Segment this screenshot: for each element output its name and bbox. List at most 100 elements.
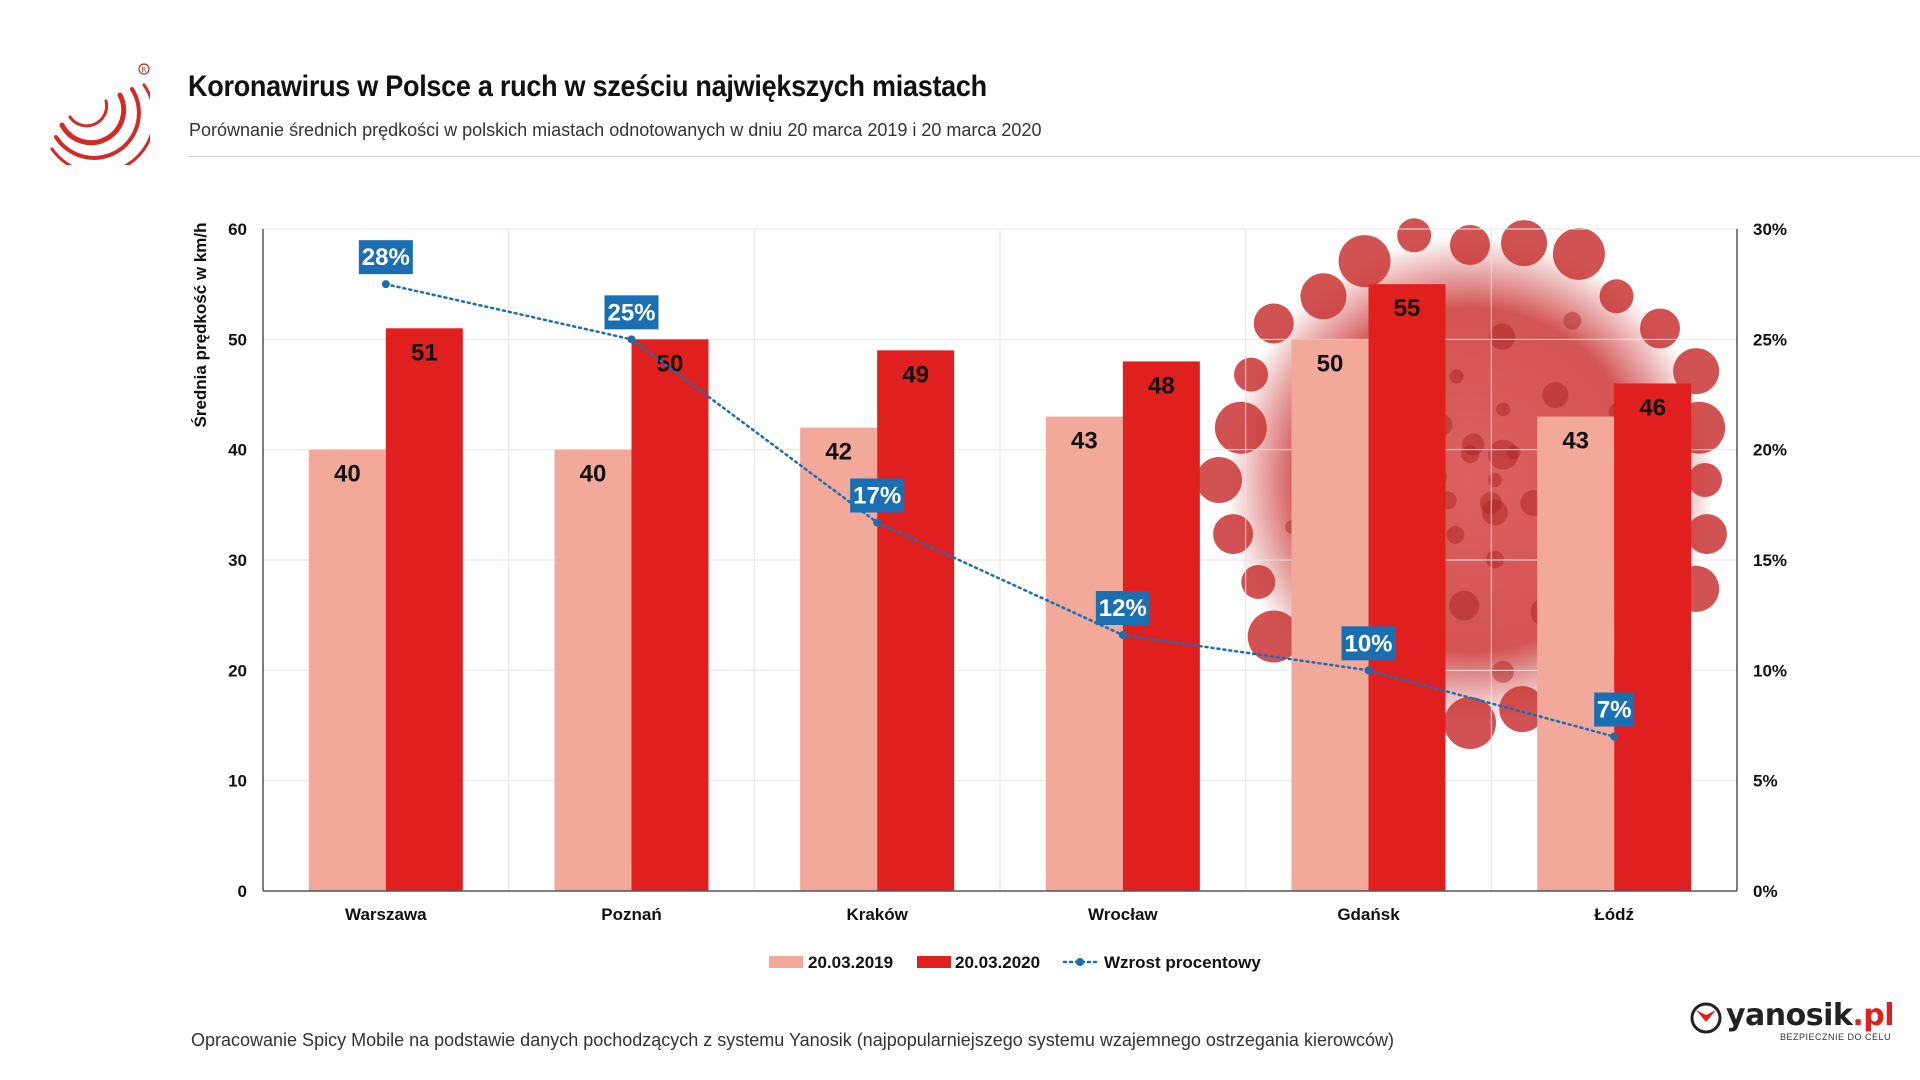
y-tick-label: 0 xyxy=(238,882,247,901)
line-label-box xyxy=(1594,692,1635,727)
virus-spike xyxy=(1444,697,1496,749)
virus-texture xyxy=(1449,590,1480,621)
data-label-2020: 50 xyxy=(657,350,684,377)
data-label-2020: 55 xyxy=(1394,295,1421,322)
virus-texture xyxy=(1449,369,1464,384)
line-point xyxy=(873,518,882,527)
x-tick-label: Kraków xyxy=(846,905,908,924)
virus-spike xyxy=(1338,235,1391,288)
chart: 40 51 40 50 42 49 43 48 50 55 43 46 28% 25% 17% 12% 10%… xyxy=(191,218,1787,972)
y-tick-label: 50 xyxy=(228,330,247,349)
bar-2020-poznań xyxy=(631,339,709,891)
line-label-box xyxy=(604,295,659,330)
data-label-2020: 49 xyxy=(902,361,929,388)
virus-spike xyxy=(1241,564,1276,599)
virus-texture xyxy=(1485,550,1504,569)
legend-label-line: Wzrost procentowy xyxy=(1104,953,1261,972)
virus-texture xyxy=(1488,439,1519,470)
x-tick-label: Gdańsk xyxy=(1337,905,1400,924)
virus-texture xyxy=(1446,525,1465,544)
virus-spike xyxy=(1688,463,1722,497)
virus-texture xyxy=(1506,445,1521,460)
virus-texture xyxy=(1491,660,1514,683)
virus-spike xyxy=(1397,218,1432,253)
bar-2019-warszawa xyxy=(308,449,386,891)
line-label: 28% xyxy=(362,244,410,271)
bar-2019-wrocław xyxy=(1045,416,1123,891)
virus-spike xyxy=(1213,514,1254,555)
line-point xyxy=(1118,631,1127,640)
data-label-2019: 50 xyxy=(1317,350,1344,377)
x-tick-label: Poznań xyxy=(601,905,661,924)
svg-text:R: R xyxy=(142,66,147,74)
data-label-2020: 48 xyxy=(1148,372,1175,399)
virus-texture xyxy=(1563,311,1582,330)
virus-spike xyxy=(1673,348,1720,395)
y-tick-label: 10 xyxy=(228,772,247,791)
virus-texture xyxy=(1542,382,1569,409)
spicy-mobile-logo-icon: R xyxy=(50,63,150,165)
line-label: 17% xyxy=(853,482,901,509)
data-label-2019: 43 xyxy=(1562,428,1589,455)
y2-tick-label: 30% xyxy=(1753,220,1787,239)
virus-spike xyxy=(1499,686,1546,733)
virus-spike xyxy=(1639,308,1680,349)
y2-tick-label: 0% xyxy=(1753,882,1778,901)
virus-spike xyxy=(1214,401,1267,454)
line-label: 7% xyxy=(1597,697,1632,724)
line-label-box xyxy=(1095,591,1150,626)
line-point xyxy=(627,335,636,344)
legend-label-2020: 20.03.2020 xyxy=(955,953,1040,972)
source-note: Opracowanie Spicy Mobile na podstawie da… xyxy=(191,1030,1394,1050)
virus-texture xyxy=(1488,473,1502,487)
virus-spike xyxy=(1253,303,1294,344)
bar-2020-kraków xyxy=(877,350,955,891)
y2-tick-label: 15% xyxy=(1753,551,1787,570)
bar-2020-warszawa xyxy=(385,328,463,891)
y2-tick-label: 5% xyxy=(1753,772,1778,791)
page-title: Koronawirus w Polsce a ruch w sześciu na… xyxy=(188,70,987,103)
legend-swatch-2020 xyxy=(917,956,951,968)
data-label-2020: 46 xyxy=(1639,394,1666,421)
header-divider xyxy=(188,156,1920,157)
bar-2020-łódź xyxy=(1614,383,1692,891)
line-label: 10% xyxy=(1344,630,1392,657)
virus-spike xyxy=(1450,225,1490,265)
line-label-box xyxy=(850,478,905,513)
virus-spike xyxy=(1599,279,1634,314)
y-tick-label: 40 xyxy=(228,441,247,460)
y2-tick-label: 10% xyxy=(1753,661,1787,680)
data-label-2020: 51 xyxy=(411,339,438,366)
virus-texture xyxy=(1481,499,1508,526)
bar-2019-gdańsk xyxy=(1291,339,1369,891)
x-tick-label: Wrocław xyxy=(1088,905,1158,924)
bar-2019-poznań xyxy=(554,449,632,891)
bar-2019-łódź xyxy=(1537,416,1615,891)
chart-legend: 20.03.2019 20.03.2020 Wzrost procentowy xyxy=(769,953,1261,972)
line-point xyxy=(1610,732,1619,741)
line-label-box xyxy=(1341,626,1396,661)
virus-spike xyxy=(1234,357,1269,392)
line-point xyxy=(1364,666,1373,675)
page-subtitle: Porównanie średnich prędkości w polskich… xyxy=(189,120,1042,140)
chart-line: 28% 25% 17% 12% 10% 7% xyxy=(358,240,1635,741)
y2-tick-label: 20% xyxy=(1753,441,1787,460)
virus-texture xyxy=(1489,323,1516,350)
data-label-2019: 40 xyxy=(580,461,607,488)
x-tick-label: Warszawa xyxy=(345,905,427,924)
line-label: 25% xyxy=(607,299,655,326)
virus-spike xyxy=(1501,220,1548,267)
virus-spike xyxy=(1552,227,1605,280)
brand-tagline: BEZPIECZNIE DO CELU xyxy=(1780,1032,1892,1042)
bar-2020-wrocław xyxy=(1122,361,1200,891)
y-tick-label: 60 xyxy=(228,220,247,239)
bar-2020-gdańsk xyxy=(1368,284,1446,892)
line-label: 12% xyxy=(1099,595,1147,622)
virus-texture xyxy=(1461,445,1480,464)
chart-axes: 0 10 20 30 40 50 60 0% 5% 10% 15% 20% 25% 30% Warszawa… xyxy=(191,220,1787,924)
virus-spike xyxy=(1247,610,1300,663)
virus-texture xyxy=(1496,402,1511,417)
legend-swatch-2019 xyxy=(769,956,803,968)
y-axis-title: Średnia prędkość w km/h xyxy=(191,222,210,427)
data-label-2019: 43 xyxy=(1071,428,1098,455)
